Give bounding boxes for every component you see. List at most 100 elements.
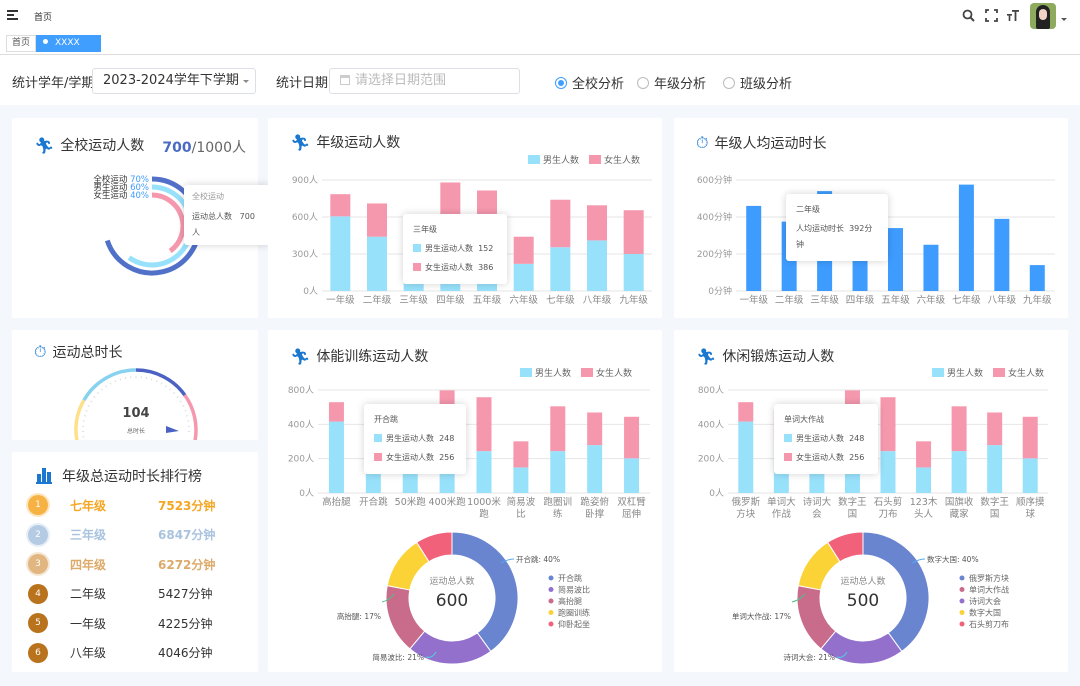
legend-label: 简易波比: [558, 585, 590, 595]
bar-girl: [880, 397, 896, 452]
x-tick-label: 国: [848, 509, 858, 520]
gauge-tick: [184, 409, 187, 412]
x-tick-label: 俄罗斯: [732, 496, 761, 508]
y-tick-label: 0人: [303, 286, 318, 297]
bar-boy: [587, 240, 607, 291]
menu-toggle-icon[interactable]: [7, 10, 18, 20]
y-tick-label: 200人: [288, 454, 314, 465]
bar-girl: [1022, 416, 1038, 459]
ring-label: 女生运动 40%: [93, 190, 149, 201]
stopwatch-icon: ⏱︎: [34, 342, 47, 361]
date-range-input[interactable]: 请选择日期范围: [329, 68, 520, 94]
bar-value: [958, 184, 974, 291]
x-tick-label: 会: [812, 508, 822, 520]
avatar[interactable]: [1030, 3, 1056, 29]
x-tick-label: 三年级: [399, 294, 428, 306]
x-tick-label: 七年级: [546, 294, 575, 306]
running-icon: 🏃︎: [34, 135, 55, 155]
gauge-tick: [169, 388, 172, 391]
legend-boy[interactable]: 男生人数: [931, 366, 983, 379]
donut-slice: [415, 531, 453, 563]
term-select[interactable]: 2023-2024学年下学期: [92, 68, 256, 94]
breadcrumb[interactable]: 首页: [34, 13, 53, 23]
legend-dot: [959, 621, 965, 627]
medal-icon: 3: [28, 554, 48, 574]
card-title: 全校运动人数: [60, 138, 145, 154]
gauge-tick: [150, 378, 153, 381]
x-tick-label: 二年级: [775, 294, 804, 306]
bar-boy: [623, 254, 644, 291]
gauge-tick: [85, 409, 88, 412]
card-title: 年级总运动时长排行榜: [62, 469, 202, 485]
legend-girl[interactable]: 女生人数: [992, 366, 1044, 379]
bar-girl: [587, 412, 603, 446]
gauge-segment: [135, 368, 187, 397]
avatar-dropdown-icon[interactable]: [1061, 18, 1067, 24]
bar-boy: [513, 467, 529, 493]
donut-label: 高抬腿: 17%: [337, 611, 381, 621]
label-line: [425, 651, 437, 658]
donut-center-value: 600: [436, 591, 468, 611]
radio-school[interactable]: 全校分析: [555, 73, 624, 92]
chart-tooltip: 二年级 人均运动时长 392分钟: [786, 194, 888, 261]
calendar-icon: [340, 75, 350, 85]
bar-boy: [550, 247, 571, 291]
legend-girl[interactable]: 女生人数: [580, 366, 632, 379]
ranking-row: 4 二年级 5427分钟: [12, 583, 258, 605]
donut-center-label: 运动总人数: [429, 575, 474, 587]
gauge-segment: [183, 394, 198, 440]
legend-dot: [959, 598, 965, 604]
ranking-row: 5 一年级 4225分钟: [12, 612, 258, 634]
x-tick-label: 123木: [910, 496, 938, 508]
gauge-segment: [74, 399, 86, 440]
x-tick-label: 九年级: [1023, 294, 1052, 306]
rank-badge-icon: 6: [28, 642, 48, 663]
gauge-tick: [182, 405, 185, 407]
legend-label: 高抬腿: [558, 596, 582, 606]
x-tick-label: 八年级: [988, 294, 1017, 306]
rank-badge-icon: 5: [28, 613, 48, 633]
x-tick-label: 诗词大: [803, 496, 832, 508]
rank-value: 4225分钟: [158, 616, 213, 631]
bar-girl: [987, 412, 1003, 446]
x-tick-label: 三年级: [810, 294, 839, 306]
y-tick-label: 400人: [288, 419, 314, 430]
tab-home[interactable]: 首页: [6, 35, 37, 52]
gauge-tick: [105, 385, 108, 388]
school-count: 700/1000人: [162, 140, 246, 156]
radio-label: 班级分析: [740, 77, 793, 92]
y-tick-label: 200分钟: [697, 248, 732, 260]
x-tick-label: 练: [553, 508, 563, 520]
term-value: 2023-2024学年下学期: [103, 73, 239, 88]
x-tick-label: 数字王: [980, 496, 1009, 508]
x-tick-label: 单词大: [767, 496, 796, 508]
radio-class[interactable]: 班级分析: [723, 73, 792, 92]
bar-value: [1029, 265, 1045, 291]
leisure-chart: 0人200人400人800人俄罗斯方块单词大作战诗词大会数字王国石头剪刀布123…: [698, 385, 1048, 665]
gauge-unit: 总时长: [126, 428, 145, 435]
search-icon[interactable]: [962, 9, 975, 22]
gauge-tick: [185, 415, 189, 417]
legend-boy[interactable]: 男生人数: [527, 153, 579, 166]
radio-grade[interactable]: 年级分析: [637, 73, 706, 92]
y-tick-label: 600分钟: [697, 174, 732, 186]
ring-arc: [151, 192, 186, 254]
ranking-row: 2 三年级 6847分钟: [12, 524, 258, 546]
donut-label: 单词大作战: 17%: [732, 611, 791, 621]
legend-girl[interactable]: 女生人数: [588, 153, 640, 166]
term-label: 统计学年/学期: [12, 76, 95, 91]
y-tick-label: 300人: [292, 249, 318, 260]
gauge-segment: [82, 368, 137, 402]
bar-boy: [916, 467, 932, 493]
fullscreen-icon[interactable]: [985, 9, 998, 22]
fitness-card: 🏃︎ 体能训练运动人数 男生人数 女生人数 0人 200人 400人 800人 高抬腿 开合跳…: [268, 330, 662, 672]
y-tick-label: 900人: [292, 175, 318, 186]
gauge-tick: [96, 392, 100, 395]
bar-girl: [738, 402, 754, 422]
x-tick-label: 简易波: [507, 496, 536, 508]
card-title: 体能训练运动人数: [316, 349, 429, 365]
tab-xxxx[interactable]: XXXX ×: [36, 35, 101, 62]
font-size-icon[interactable]: [1006, 8, 1020, 22]
legend-boy[interactable]: 男生人数: [519, 366, 571, 379]
bar-girl: [330, 194, 351, 217]
